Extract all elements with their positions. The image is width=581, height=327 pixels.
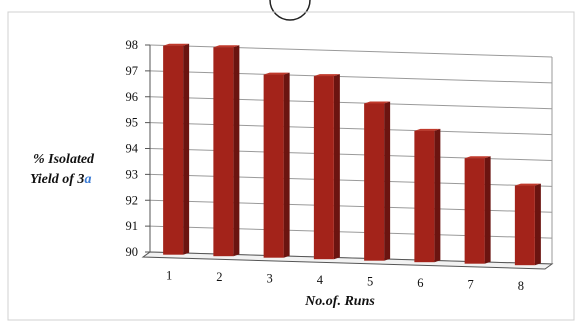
x-tick-label: 1 — [166, 269, 172, 283]
gridline-91 — [149, 225, 553, 239]
bar — [414, 130, 435, 263]
gridline-92 — [149, 199, 553, 213]
y-tick-label: 92 — [126, 193, 139, 207]
bar-side — [233, 45, 240, 257]
plot-border — [7, 11, 575, 321]
bar-top — [414, 128, 441, 131]
y-tick-label: 93 — [126, 167, 139, 181]
x-tick-label: 7 — [468, 278, 474, 292]
gridline-98 — [149, 44, 553, 58]
bar-side — [534, 183, 541, 266]
bar-side — [183, 43, 190, 255]
y-tick-label: 98 — [126, 38, 139, 52]
y-tick-label: 96 — [126, 90, 139, 104]
bar — [213, 47, 234, 257]
bar — [464, 158, 485, 264]
bar — [163, 45, 184, 255]
x-tick-label: 5 — [367, 275, 373, 289]
bar-top — [163, 43, 190, 46]
y-tick-label: 94 — [126, 142, 139, 156]
gridline-94 — [149, 148, 553, 161]
bar — [364, 103, 385, 261]
bar-side — [434, 128, 441, 263]
bar-side — [484, 156, 491, 264]
bar — [263, 74, 284, 258]
bar-top — [514, 183, 541, 186]
bar-side — [333, 74, 340, 260]
gridlines — [149, 44, 553, 265]
bar-top — [213, 45, 240, 48]
bar-top — [313, 74, 340, 77]
y-tick-label: 97 — [126, 64, 139, 78]
y-axis-title-accent: a — [84, 172, 91, 187]
x-axis-title: No.of. Runs — [304, 294, 375, 309]
y-tick-label: 90 — [126, 245, 139, 259]
axes — [141, 44, 554, 270]
gridline-96 — [149, 96, 553, 110]
y-tick-label: 95 — [126, 116, 139, 130]
bar — [313, 76, 334, 260]
y-tick-labels: 90 91 92 93 94 95 96 97 98 — [126, 38, 139, 259]
chart-floor — [141, 251, 554, 270]
x-tick-label: 8 — [518, 279, 524, 293]
bar-top — [263, 72, 290, 75]
x-tick-label: 6 — [417, 276, 423, 290]
gridline-93 — [149, 173, 553, 187]
gridline-97 — [149, 70, 553, 84]
x-tick-label: 2 — [216, 270, 222, 284]
top-circle-decoration — [269, 0, 311, 21]
x-tick-labels: 1 2 3 4 5 6 7 8 — [166, 269, 524, 294]
bar-top — [364, 101, 391, 104]
x-tick-label: 3 — [267, 272, 273, 286]
bars — [163, 43, 541, 266]
bar-side — [283, 72, 290, 258]
y-axis-title-line2: Yield of 3a — [30, 172, 91, 187]
bar-side — [384, 101, 391, 261]
y-tick-label: 91 — [126, 219, 139, 233]
y-axis-title-line1: % Isolated — [33, 152, 95, 167]
x-tick-label: 4 — [317, 273, 324, 287]
bar-top — [464, 156, 491, 159]
gridline-95 — [149, 122, 553, 136]
bar — [514, 185, 535, 266]
y-axis-title-main: Yield of 3 — [30, 172, 84, 187]
